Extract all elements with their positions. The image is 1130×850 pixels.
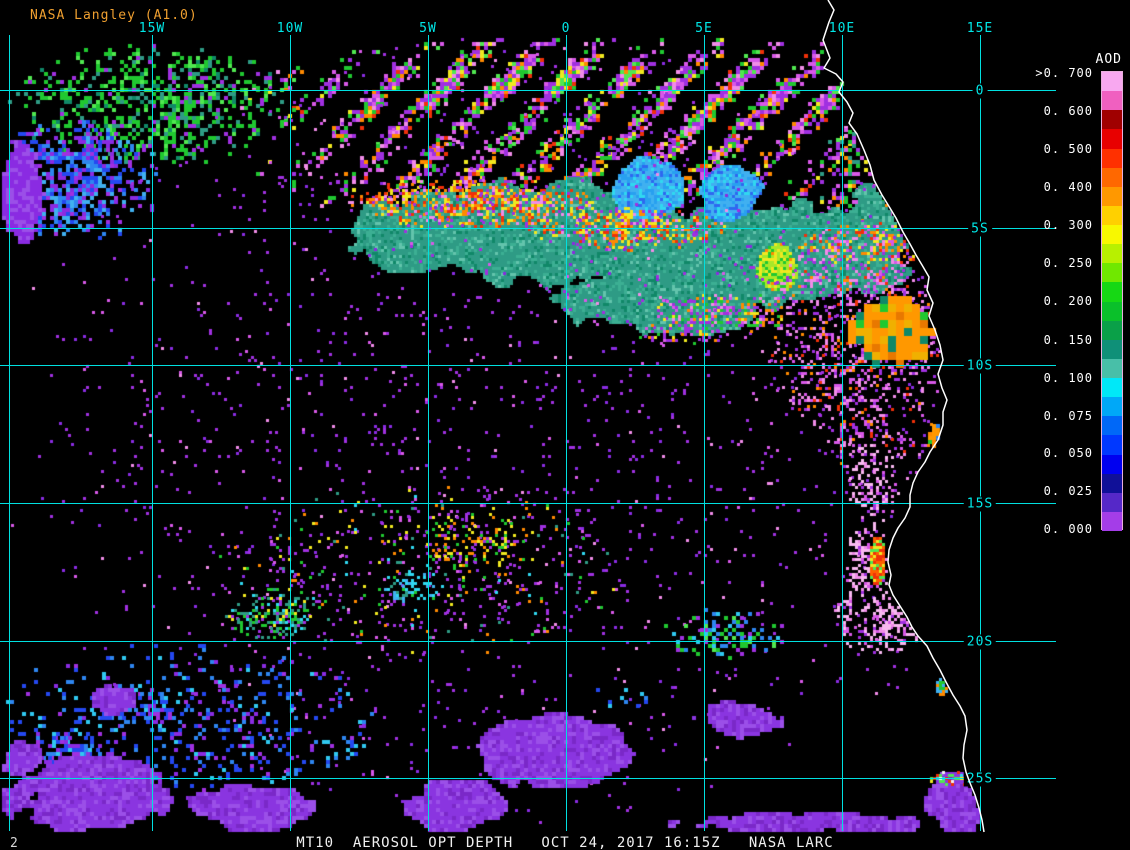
longitude-label-10W: 10W xyxy=(276,21,304,36)
colorbar-segment-12 xyxy=(1102,301,1122,321)
colorbar-segment-20 xyxy=(1102,454,1122,474)
latitude-label-15S: 15S xyxy=(963,496,997,512)
colorbar-label-0075: 0. 075 xyxy=(1043,409,1093,423)
frame-number: 2 xyxy=(10,836,18,850)
parallel-line-0 xyxy=(0,90,1056,91)
parallel-line-20S xyxy=(0,641,1056,642)
colorbar-segment-2 xyxy=(1102,110,1122,130)
latitude-label-25S: 25S xyxy=(963,771,997,787)
colorbar-title: AOD xyxy=(1095,52,1122,67)
colorbar-label-0100: 0. 100 xyxy=(1043,371,1093,385)
parallel-line-5S xyxy=(0,228,1056,229)
meridian-line-5W xyxy=(428,35,429,831)
longitude-label-10E: 10E xyxy=(828,21,856,36)
colorbar-label-0000: 0. 000 xyxy=(1043,522,1093,536)
latitude-label-0: 0 xyxy=(972,83,988,99)
meridian-line-15E xyxy=(980,35,981,831)
colorbar-label-0500: 0. 500 xyxy=(1043,142,1093,156)
parallel-line-25S xyxy=(0,778,1056,779)
colorbar-segment-7 xyxy=(1102,205,1122,225)
footer-caption: MT10 AEROSOL OPT DEPTH OCT 24, 2017 16:1… xyxy=(296,835,834,850)
colorbar-segment-9 xyxy=(1102,244,1122,264)
colorbar-segment-17 xyxy=(1102,397,1122,417)
colorbar-label-0700: >0. 700 xyxy=(1035,66,1093,80)
colorbar-segment-14 xyxy=(1102,339,1122,359)
colorbar-segment-11 xyxy=(1102,282,1122,302)
parallel-line-10S xyxy=(0,365,1056,366)
parallel-line-15S xyxy=(0,503,1056,504)
colorbar-segment-16 xyxy=(1102,378,1122,398)
colorbar-segment-22 xyxy=(1102,492,1122,512)
longitude-label-5E: 5E xyxy=(695,21,713,36)
colorbar-segment-23 xyxy=(1102,511,1122,531)
meridian-line-10E xyxy=(842,35,843,831)
colorbar-label-0025: 0. 025 xyxy=(1043,484,1093,498)
colorbar-segment-4 xyxy=(1102,148,1122,168)
colorbar-segment-3 xyxy=(1102,129,1122,149)
longitude-label-15E: 15E xyxy=(966,21,994,36)
latitude-label-20S: 20S xyxy=(963,634,997,650)
coastline-path xyxy=(822,0,985,833)
colorbar-label-0200: 0. 200 xyxy=(1043,294,1093,308)
colorbar-segment-13 xyxy=(1102,320,1122,340)
colorbar-segment-19 xyxy=(1102,435,1122,455)
meridian-line-edge xyxy=(9,35,10,831)
aod-colorbar xyxy=(1101,71,1123,531)
colorbar-segment-15 xyxy=(1102,358,1122,378)
colorbar-segment-10 xyxy=(1102,263,1122,283)
product-title: NASA Langley (A1.0) xyxy=(30,8,198,23)
colorbar-segment-18 xyxy=(1102,416,1122,436)
colorbar-segment-5 xyxy=(1102,167,1122,187)
colorbar-segment-21 xyxy=(1102,473,1122,493)
latitude-label-5S: 5S xyxy=(968,221,992,237)
meridian-line-0 xyxy=(566,35,567,831)
colorbar-label-0250: 0. 250 xyxy=(1043,256,1093,270)
colorbar-label-0050: 0. 050 xyxy=(1043,446,1093,460)
longitude-label-5W: 5W xyxy=(419,21,437,36)
longitude-label-15W: 15W xyxy=(138,21,166,36)
meridian-line-5E xyxy=(704,35,705,831)
meridian-line-15W xyxy=(152,35,153,831)
colorbar-label-0600: 0. 600 xyxy=(1043,104,1093,118)
longitude-label-0: 0 xyxy=(561,21,571,36)
latitude-label-10S: 10S xyxy=(963,358,997,374)
colorbar-segment-6 xyxy=(1102,186,1122,206)
meridian-line-10W xyxy=(290,35,291,831)
colorbar-segment-1 xyxy=(1102,91,1122,111)
colorbar-label-0400: 0. 400 xyxy=(1043,180,1093,194)
colorbar-segment-8 xyxy=(1102,225,1122,245)
colorbar-segment-0 xyxy=(1102,72,1122,92)
colorbar-label-0300: 0. 300 xyxy=(1043,218,1093,232)
colorbar-label-0150: 0. 150 xyxy=(1043,333,1093,347)
